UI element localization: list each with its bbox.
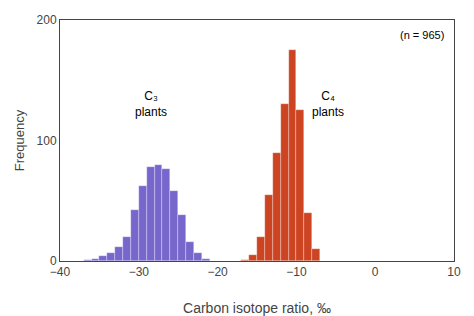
svg-text:0: 0 xyxy=(50,254,57,268)
svg-text:−10: −10 xyxy=(286,265,307,279)
svg-text:(n = 965): (n = 965) xyxy=(400,29,444,41)
svg-text:200: 200 xyxy=(37,13,57,27)
svg-text:Frequency: Frequency xyxy=(12,109,27,171)
svg-text:−30: −30 xyxy=(129,265,150,279)
svg-text:10: 10 xyxy=(447,265,461,279)
svg-text:100: 100 xyxy=(37,134,57,148)
svg-text:−40: −40 xyxy=(50,265,71,279)
svg-text:C₄plants: C₄plants xyxy=(312,89,344,119)
svg-text:C₃plants: C₃plants xyxy=(135,89,167,119)
svg-text:−20: −20 xyxy=(207,265,228,279)
svg-text:Carbon isotope ratio, ‰: Carbon isotope ratio, ‰ xyxy=(183,300,331,316)
svg-text:0: 0 xyxy=(372,265,379,279)
